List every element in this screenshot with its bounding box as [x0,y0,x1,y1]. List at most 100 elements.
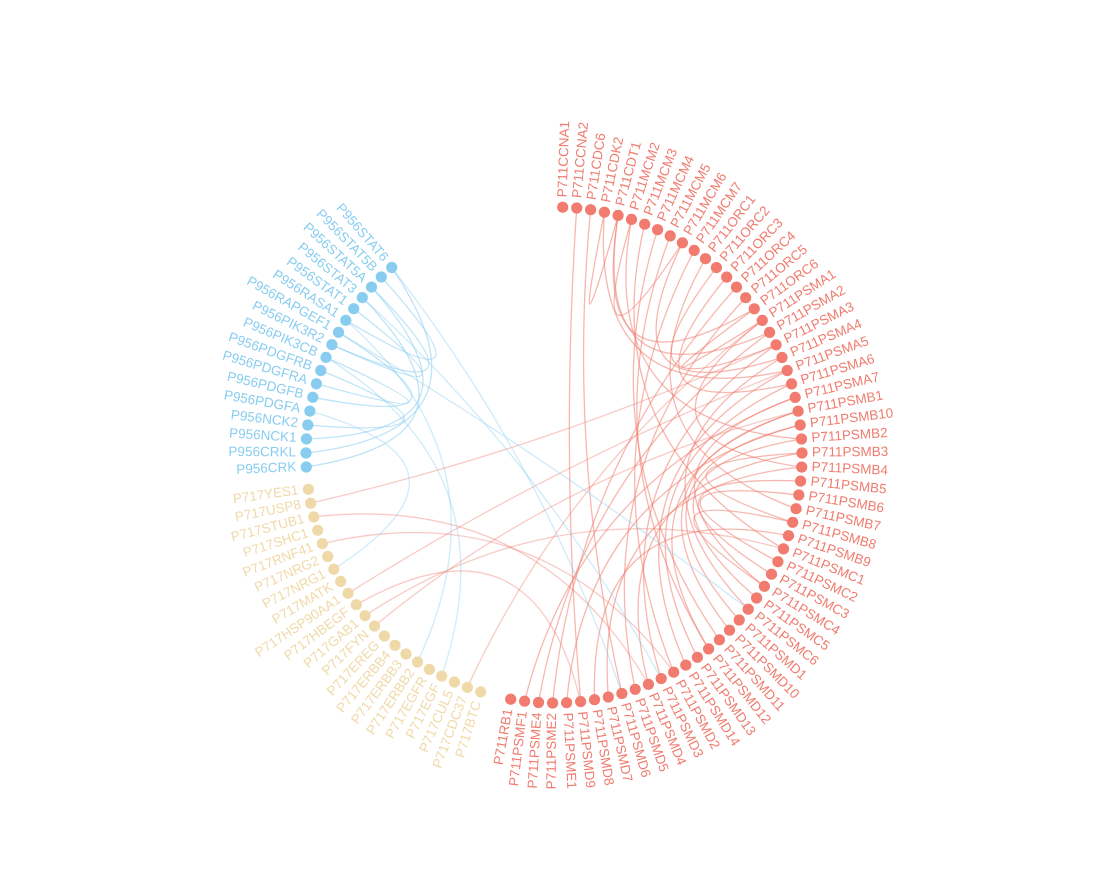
node-P711ORC1[interactable] [699,253,712,265]
node-P711PSME1[interactable] [561,697,573,709]
node-P711PSMC2[interactable] [772,556,784,568]
node-P956PDGFA[interactable] [304,405,316,417]
node-P711PSMD2[interactable] [668,666,680,678]
node-P711PSMD6[interactable] [616,687,628,700]
node-P711PSMC5[interactable] [751,592,763,604]
node-P711PSMD4[interactable] [642,678,655,690]
node-P956PIK3R2[interactable] [326,339,338,351]
node-P717STUB1[interactable] [308,511,320,523]
node-P711ORC4[interactable] [730,281,743,293]
node-P711PSMC1[interactable] [777,543,790,555]
node-P711PSMC3[interactable] [765,568,778,580]
node-P717BTC[interactable] [475,686,487,698]
node-P711PSMD1[interactable] [733,614,745,626]
node-P711CCNA1[interactable] [557,201,569,213]
node-P711PSMD10[interactable] [723,624,736,636]
node-P717CUL5[interactable] [448,676,460,688]
node-P711RB1[interactable] [505,693,517,705]
link-P711PSMA2-P711PSME4 [537,331,770,703]
node-P711PSMD11[interactable] [713,634,726,646]
node-P717USP8[interactable] [305,497,317,509]
node-P711PSMA6[interactable] [786,378,798,390]
node-P711MCM4[interactable] [652,224,664,236]
node-P711PSMD9[interactable] [575,696,587,708]
node-P711CDT1[interactable] [612,209,624,221]
node-P956STAT5A[interactable] [365,281,378,293]
node-P717FYN[interactable] [368,620,381,632]
node-P711PSMB2[interactable] [795,433,808,445]
node-P717EGF[interactable] [436,670,448,682]
node-P711PSMD13[interactable] [691,651,704,663]
node-P717GAB1[interactable] [359,610,371,622]
node-P711PSMD3[interactable] [655,673,667,685]
node-P717RNF41[interactable] [316,538,328,550]
node-P717NRG2[interactable] [322,550,334,563]
node-P711PSMD14[interactable] [680,659,692,671]
link-P711PSMB5-P711PSMC3 [697,479,801,575]
node-P717EREG[interactable] [378,630,390,642]
node-P711PSMA2[interactable] [764,326,776,338]
node-P717MATK[interactable] [335,575,347,588]
node-P711MCM5[interactable] [664,230,676,242]
node-P717HBEGF[interactable] [350,599,362,611]
node-P711PSMA7[interactable] [789,391,801,403]
node-P711PSMD12[interactable] [703,643,715,655]
node-P711CDC6[interactable] [585,204,597,216]
node-P711CDK2[interactable] [598,206,611,218]
node-P717SHC1[interactable] [312,524,324,536]
node-P711ORC3[interactable] [721,271,733,283]
node-P956STAT5B[interactable] [375,271,387,283]
node-P956NCK1[interactable] [300,433,313,445]
node-P956PIK3CB[interactable] [320,351,332,363]
node-P711MCM3[interactable] [639,218,651,230]
node-P711MCM7[interactable] [688,244,700,256]
node-P711PSMA5[interactable] [781,364,793,377]
node-P711PSMC6[interactable] [742,603,754,615]
node-P717ERBB3[interactable] [400,648,412,660]
node-P717NRG1[interactable] [328,563,340,575]
node-P711PSME2[interactable] [547,697,559,709]
node-P711PSME4[interactable] [532,696,545,709]
node-P711PSMB9[interactable] [782,530,795,542]
node-P956PDGFRB[interactable] [315,364,327,377]
node-P717CDC37[interactable] [461,681,473,694]
node-P711PSMB3[interactable] [796,447,808,459]
node-P711ORC5[interactable] [740,292,752,304]
node-P717ERBB4[interactable] [389,639,401,651]
node-P711PSMA4[interactable] [776,351,788,364]
node-P711MCM2[interactable] [625,213,638,225]
node-P711PSMB8[interactable] [787,516,799,528]
node-P711ORC6[interactable] [748,303,760,315]
link-P711PSMB1-P711PSMD12 [671,410,799,650]
node-P956STAT3[interactable] [356,292,368,304]
node-P717YES1[interactable] [302,483,314,495]
node-P711PSMD5[interactable] [629,683,641,695]
node-P711PSMF1[interactable] [519,695,531,707]
node-P711PSMA3[interactable] [770,339,782,351]
node-P711PSMB6[interactable] [793,489,805,501]
node-P711PSMB5[interactable] [795,475,807,487]
node-P956CRK[interactable] [300,461,312,473]
node-P711PSMD8[interactable] [588,694,601,706]
node-P711PSMB1[interactable] [792,405,804,417]
node-P956RAPGEF1[interactable] [332,326,345,338]
node-P711CCNA2[interactable] [571,202,583,214]
node-P717ERBB2[interactable] [411,656,424,668]
node-P711PSMB4[interactable] [796,461,808,473]
node-P956PDGFRA[interactable] [310,378,322,390]
node-P711PSMD7[interactable] [602,691,614,703]
node-P717EGFR[interactable] [423,663,435,676]
node-P711ORC2[interactable] [710,262,723,274]
node-P711PSMA1[interactable] [756,314,768,326]
node-P956NCK2[interactable] [302,419,314,431]
node-P956STAT1[interactable] [348,303,360,315]
node-P711PSMB7[interactable] [790,503,802,515]
node-P717HSP90AA1[interactable] [342,587,354,599]
node-P956PDGFB[interactable] [307,391,319,403]
node-P956CRKL[interactable] [300,447,312,459]
node-P711PSMB10[interactable] [794,419,806,431]
node-P956STAT6[interactable] [386,261,398,274]
node-P711PSMC4[interactable] [758,580,771,592]
node-P711MCM6[interactable] [676,237,689,249]
node-P956RASA1[interactable] [340,314,352,326]
